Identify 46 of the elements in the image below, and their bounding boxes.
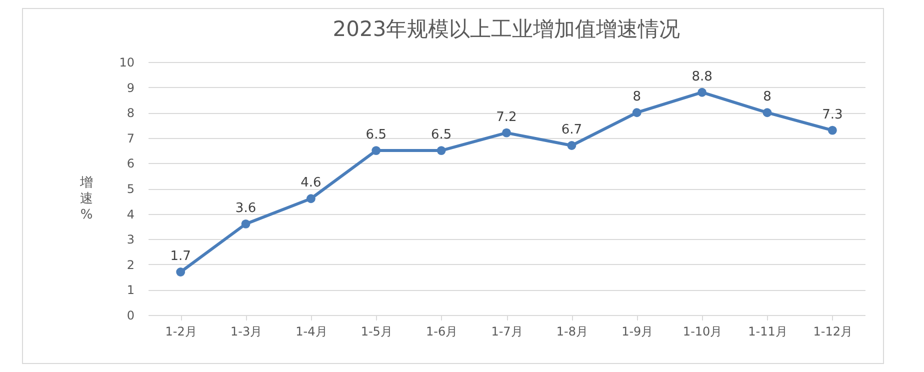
point [828, 126, 837, 135]
data-label: 1.7 [170, 248, 191, 264]
point [762, 108, 772, 118]
y-tick-label: 0 [126, 308, 134, 322]
y-tick-label: 9 [126, 80, 134, 95]
point [698, 88, 707, 97]
data-label: 7.3 [822, 107, 843, 122]
y-tick-label: 6 [126, 156, 134, 171]
x-tick-label: 1-7月 [491, 324, 523, 338]
point [567, 141, 576, 150]
data-label: 6.7 [561, 122, 582, 138]
data-label: 8 [632, 90, 642, 105]
y-tick-label: 4 [126, 207, 134, 222]
point [372, 146, 381, 156]
point [306, 194, 316, 204]
x-tick-label: 1-4月 [296, 324, 328, 338]
chart-title: 2023年规模以上工业增加值增速情况 [332, 17, 680, 41]
y-tick-label: 2 [126, 258, 134, 272]
x-tick-label: 1-2月 [165, 324, 197, 338]
x-tick-label: 1-11月 [748, 324, 788, 338]
point [502, 128, 511, 138]
data-label: 4.6 [300, 176, 322, 191]
y-tick-label: 3 [126, 232, 134, 247]
data-label: 7.2 [496, 110, 517, 125]
y-tick-label: 8 [126, 106, 134, 120]
x-tick-label: 1-5月 [360, 324, 392, 338]
point [632, 108, 642, 118]
point [436, 146, 446, 156]
x-tick-label: 1-8月 [556, 324, 588, 338]
data-label: 6.5 [430, 128, 452, 143]
point [241, 219, 250, 228]
x-tick-label: 1-12月 [813, 324, 853, 338]
y-tick-label: 5 [126, 182, 134, 196]
data-label: 3.6 [235, 200, 256, 216]
y-tick-label: 1 [126, 283, 134, 298]
y-tick-label: 7 [126, 131, 134, 146]
x-tick-label: 1-10月 [682, 324, 722, 338]
y-tick-label: 10 [119, 56, 134, 70]
data-label: 8.8 [692, 69, 712, 84]
x-tick-label: 1-9月 [622, 324, 654, 338]
x-tick-label: 1-6月 [426, 324, 458, 338]
point [176, 268, 186, 276]
data-label: 8 [763, 90, 772, 105]
data-label: 6.5 [366, 128, 386, 143]
x-tick-label: 1-3月 [230, 324, 262, 338]
y-axis-title: 增速% [79, 176, 93, 222]
